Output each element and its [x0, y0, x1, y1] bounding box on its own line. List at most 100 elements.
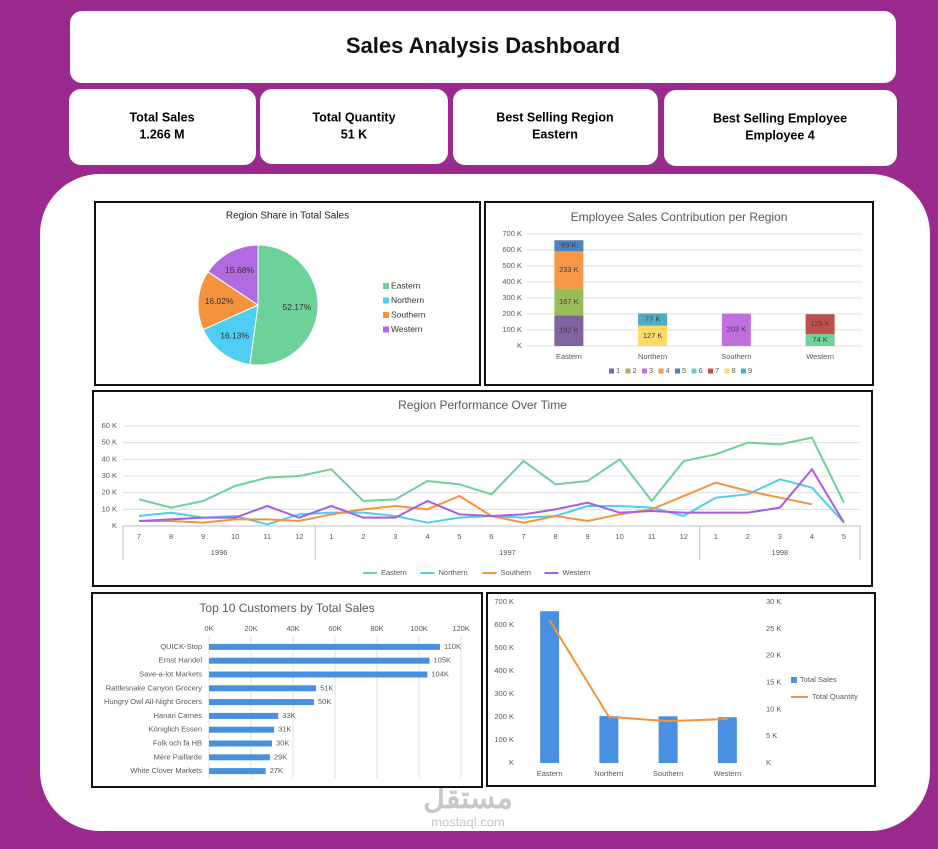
series-line: [139, 481, 813, 524]
kpi-value: 51 K: [341, 127, 367, 141]
legend-label: 4: [666, 366, 670, 375]
data-label: 105K: [434, 656, 452, 665]
data-label: 33K: [282, 711, 295, 720]
kpi-card: [260, 89, 448, 164]
x-tick-label: Eastern: [537, 769, 563, 778]
kpi-label: Best Selling Employee: [713, 111, 847, 125]
legend-marker: [625, 368, 631, 374]
legend-label: 2: [633, 366, 637, 375]
y-tick-label: 100 K: [494, 735, 514, 744]
x-tick-label: 100K: [410, 624, 428, 633]
chart-title: Region Share in Total Sales: [226, 211, 349, 222]
x-tick-label: 7: [521, 532, 525, 541]
y-tick-label: K: [517, 341, 522, 350]
data-label: 233 K: [559, 265, 579, 274]
data-label: 104K: [431, 669, 449, 678]
x-tick-label: 120K: [452, 624, 470, 633]
x-tick-label: 5: [842, 532, 846, 541]
bar: [209, 699, 314, 706]
legend-marker: [741, 368, 746, 374]
y-tick-label: Mère Paillarde: [154, 752, 202, 761]
y-tick-label: 500 K: [494, 643, 514, 652]
legend-label: Southern: [391, 309, 426, 319]
legend-label: Western: [391, 324, 423, 334]
x-tick-label: 10: [616, 532, 624, 541]
y-tick-label: 500 K: [502, 261, 522, 270]
group-label: 1996: [211, 548, 228, 557]
y-tick-label: 600 K: [494, 620, 514, 629]
y-tick-label: 10 K: [766, 704, 781, 713]
legend-marker: [791, 677, 797, 683]
y-tick-label: 100 K: [502, 325, 522, 334]
x-tick-label: Southern: [653, 769, 683, 778]
group-label: 1998: [772, 548, 789, 557]
y-tick-label: 200 K: [494, 712, 514, 721]
data-label: 74 K: [812, 335, 827, 344]
bar: [209, 671, 428, 678]
y-tick-label: Hungry Owl All-Night Grocers: [104, 697, 202, 706]
data-label: 27K: [270, 766, 283, 775]
legend-label: Eastern: [381, 568, 407, 577]
x-tick-label: 7: [137, 532, 141, 541]
series-line: [548, 619, 728, 723]
y-tick-label: K: [766, 758, 771, 767]
data-label: 125 K: [810, 319, 830, 328]
legend-label: Total Sales: [800, 675, 837, 684]
data-label: 110K: [444, 642, 461, 651]
legend-label: 8: [732, 366, 736, 375]
legend-label: 9: [748, 366, 752, 375]
x-tick-label: 5: [457, 532, 461, 541]
legend-label: Western: [563, 568, 591, 577]
data-label: 29K: [274, 752, 287, 761]
bar: [209, 685, 317, 692]
chart-title: Employee Sales Contribution per Region: [571, 210, 788, 224]
x-tick-label: Eastern: [556, 352, 582, 361]
legend-label: 1: [616, 366, 620, 375]
data-label: 16.02%: [205, 296, 234, 306]
y-tick-label: 50 K: [102, 438, 117, 447]
kpi-card: [69, 89, 256, 165]
data-label: 15.68%: [225, 265, 254, 275]
data-label: 192 K: [559, 326, 579, 335]
bar-segment: [638, 325, 668, 346]
x-tick-label: 2: [746, 532, 750, 541]
legend-marker: [658, 368, 664, 374]
x-tick-label: 10: [231, 532, 239, 541]
y-tick-label: Folk och fä HB: [153, 738, 202, 747]
bar: [209, 754, 270, 761]
x-tick-label: 1: [329, 532, 333, 541]
legend-marker: [642, 368, 647, 374]
y-tick-label: 400 K: [494, 666, 514, 675]
x-tick-label: 40K: [286, 624, 299, 633]
bar: [209, 643, 440, 650]
y-tick-label: 25 K: [766, 624, 781, 633]
x-tick-label: 6: [489, 532, 493, 541]
chart-frame: [484, 201, 874, 386]
kpi-card: [453, 89, 658, 165]
x-tick-label: 9: [201, 532, 205, 541]
bar-segment: [554, 240, 584, 252]
y-tick-label: K: [112, 521, 117, 530]
x-tick-label: 11: [263, 532, 271, 541]
data-label: 69 K: [561, 241, 576, 250]
kpi-value: 1.266 M: [139, 127, 184, 141]
x-tick-label: 2: [361, 532, 365, 541]
y-tick-label: 300 K: [502, 293, 522, 302]
bar: [209, 726, 275, 733]
y-tick-label: 5 K: [766, 731, 777, 740]
y-tick-label: Königlich Essen: [149, 725, 202, 734]
x-tick-label: 9: [586, 532, 590, 541]
x-tick-label: 12: [295, 532, 303, 541]
chart-title: Top 10 Customers by Total Sales: [199, 601, 374, 615]
legend-marker: [383, 297, 389, 304]
kpi-label: Total Sales: [129, 110, 194, 124]
bar: [209, 768, 266, 775]
x-tick-label: 8: [554, 532, 558, 541]
kpi-value: Eastern: [532, 127, 578, 141]
legend-label: 6: [699, 366, 703, 375]
legend-marker: [708, 368, 713, 374]
group-label: 1997: [499, 548, 516, 557]
x-tick-label: 20K: [244, 624, 257, 633]
x-tick-label: 0K: [204, 624, 213, 633]
